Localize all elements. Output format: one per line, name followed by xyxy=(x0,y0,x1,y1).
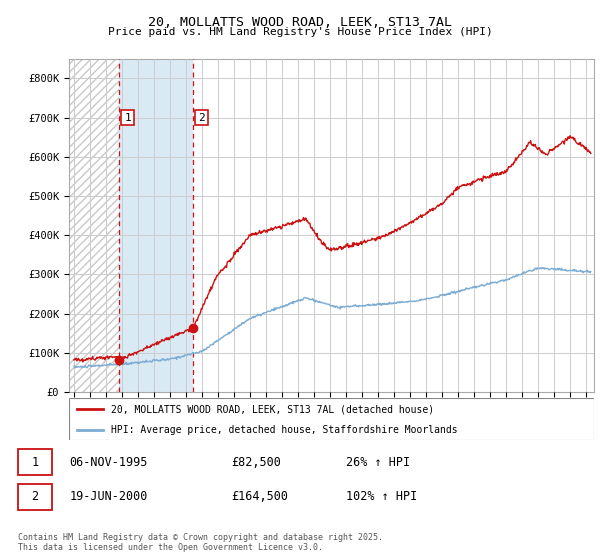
FancyBboxPatch shape xyxy=(18,484,52,510)
FancyBboxPatch shape xyxy=(18,449,52,475)
Text: 2: 2 xyxy=(31,491,38,503)
Text: 2: 2 xyxy=(198,113,205,123)
Text: £82,500: £82,500 xyxy=(231,455,281,469)
Text: 20, MOLLATTS WOOD ROAD, LEEK, ST13 7AL (detached house): 20, MOLLATTS WOOD ROAD, LEEK, ST13 7AL (… xyxy=(111,404,434,414)
Bar xyxy=(69,59,119,392)
Text: 26% ↑ HPI: 26% ↑ HPI xyxy=(346,455,410,469)
Text: 1: 1 xyxy=(124,113,131,123)
Text: Price paid vs. HM Land Registry's House Price Index (HPI): Price paid vs. HM Land Registry's House … xyxy=(107,27,493,37)
FancyBboxPatch shape xyxy=(69,398,594,440)
Text: HPI: Average price, detached house, Staffordshire Moorlands: HPI: Average price, detached house, Staf… xyxy=(111,426,458,435)
Text: Contains HM Land Registry data © Crown copyright and database right 2025.
This d: Contains HM Land Registry data © Crown c… xyxy=(18,533,383,552)
Text: 20, MOLLATTS WOOD ROAD, LEEK, ST13 7AL: 20, MOLLATTS WOOD ROAD, LEEK, ST13 7AL xyxy=(148,16,452,29)
Text: 19-JUN-2000: 19-JUN-2000 xyxy=(70,491,148,503)
Text: 102% ↑ HPI: 102% ↑ HPI xyxy=(346,491,418,503)
Text: £164,500: £164,500 xyxy=(231,491,288,503)
Text: 06-NOV-1995: 06-NOV-1995 xyxy=(70,455,148,469)
Text: 1: 1 xyxy=(31,455,38,469)
Bar xyxy=(119,59,193,392)
